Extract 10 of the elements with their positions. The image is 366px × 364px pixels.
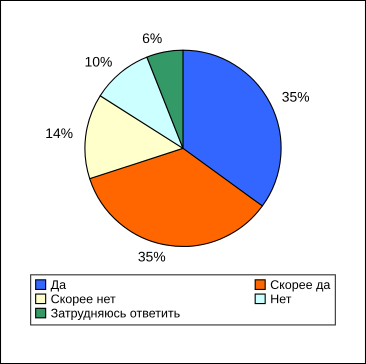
data-label: 6%	[142, 33, 162, 44]
data-label: 14%	[46, 128, 73, 138]
legend-label: Да	[50, 280, 66, 292]
data-label: 35%	[282, 92, 310, 102]
data-label: 35%	[138, 252, 166, 262]
legend-label: Скорее нет	[51, 294, 116, 306]
legend-label: Нет	[271, 294, 292, 304]
legend-label: Затрудняюсь ответить	[51, 308, 180, 320]
data-label: 10%	[86, 56, 112, 67]
legend-label: Скорее да	[270, 280, 330, 292]
